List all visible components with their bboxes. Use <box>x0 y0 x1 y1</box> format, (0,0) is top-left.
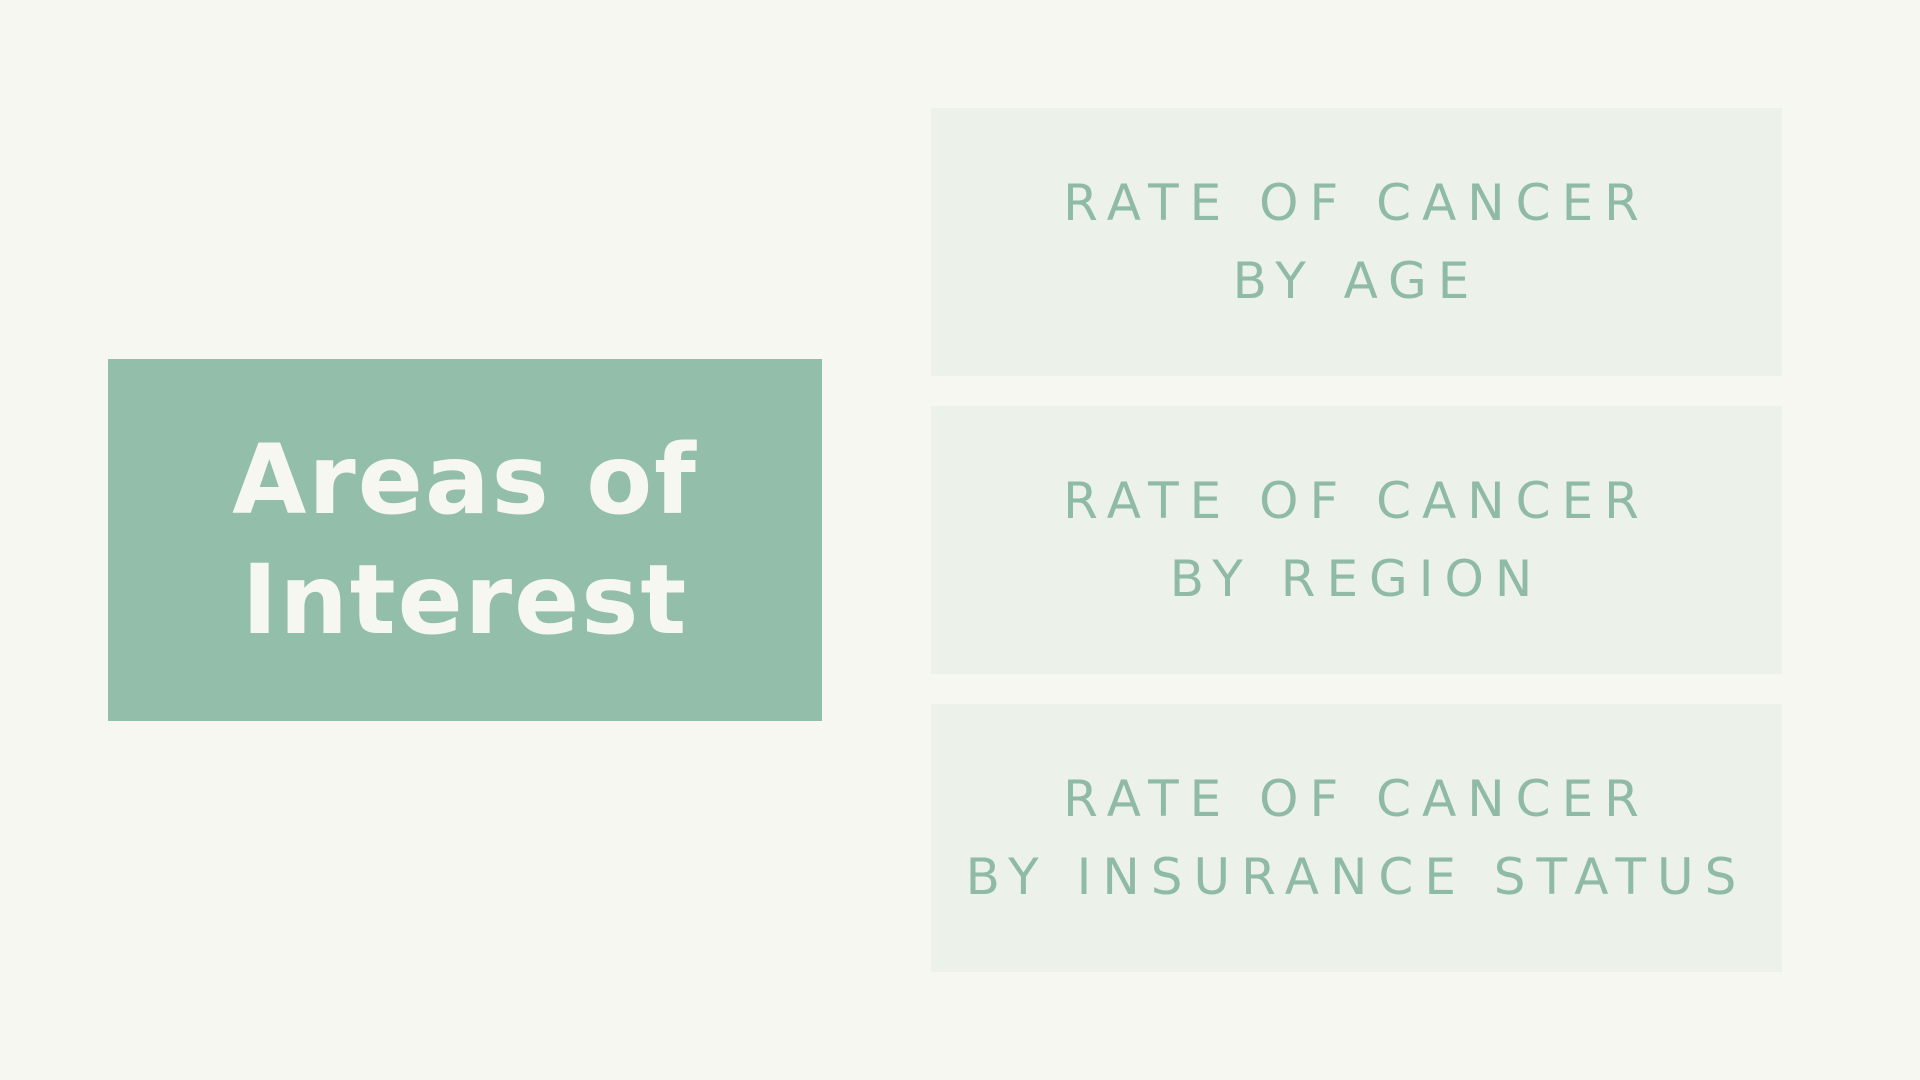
topic-card-region-line-2: BY REGION <box>1169 550 1544 608</box>
topic-card-age-line-2: BY AGE <box>1232 252 1481 310</box>
topic-card-age: RATE OF CANCER BY AGE <box>931 108 1782 376</box>
topic-card-insurance-status: RATE OF CANCER BY INSURANCE STATUS <box>931 704 1782 972</box>
section-title-line-1: Areas of <box>232 424 698 536</box>
topic-card-insurance-status-line-1: RATE OF CANCER <box>1063 770 1650 828</box>
topic-card-insurance-status-line-2: BY INSURANCE STATUS <box>965 848 1748 906</box>
topic-card-age-line-1: RATE OF CANCER <box>1063 174 1650 232</box>
topic-card-region-line-1: RATE OF CANCER <box>1063 472 1650 530</box>
section-title-box: Areas of Interest <box>108 359 822 721</box>
topic-card-region: RATE OF CANCER BY REGION <box>931 406 1782 674</box>
section-title-line-2: Interest <box>241 544 689 656</box>
